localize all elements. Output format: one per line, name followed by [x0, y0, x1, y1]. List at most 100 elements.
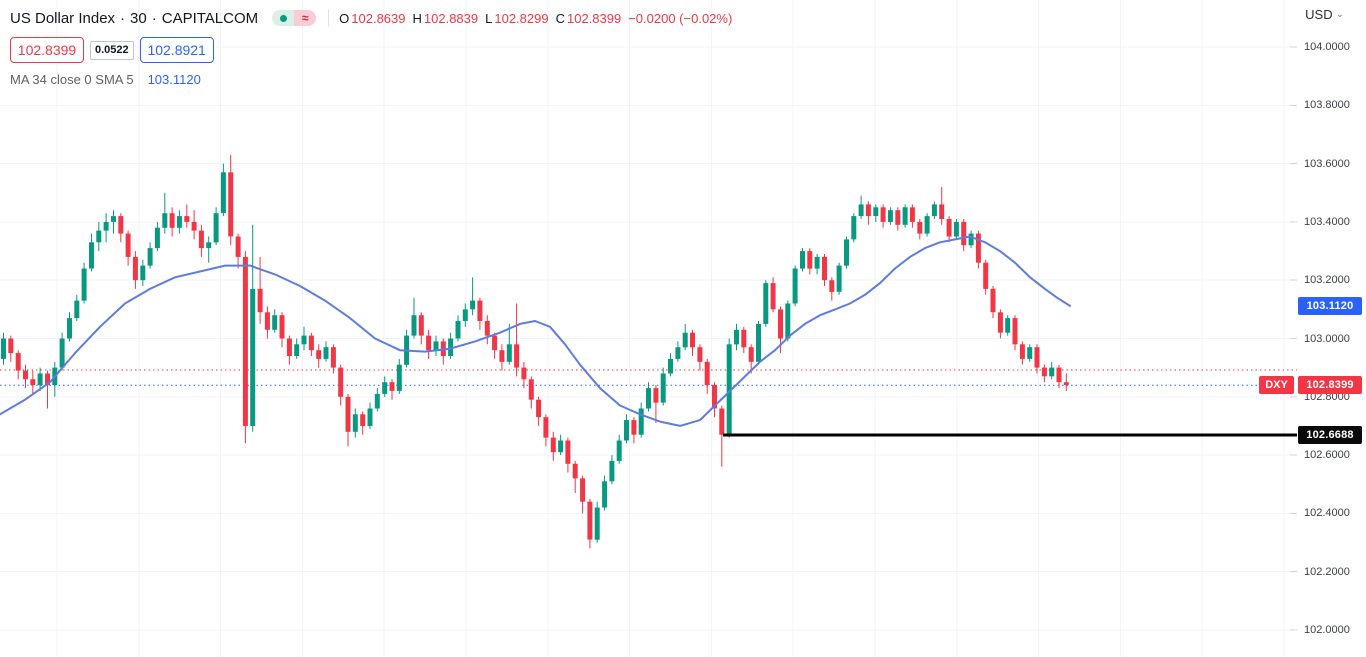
low-value: 102.8299	[494, 10, 549, 26]
candle-body	[1005, 318, 1011, 333]
price-axis-label[interactable]: 102.2000	[1304, 565, 1350, 578]
candle-body	[118, 216, 124, 234]
price-axis-label[interactable]: 103.0000	[1304, 332, 1350, 345]
candle-body	[330, 347, 336, 368]
candle-body	[822, 256, 827, 281]
price-axis-label[interactable]: 104.0000	[1304, 41, 1350, 53]
candle-body	[367, 408, 373, 426]
candle-body	[646, 388, 651, 409]
candle-body	[778, 309, 783, 339]
candle-body	[1027, 347, 1033, 359]
candle-body	[668, 358, 673, 374]
candle-body	[272, 315, 278, 330]
candle-body	[858, 204, 864, 217]
candle-body	[477, 300, 483, 321]
ohlc-values: O 102.8639 H 102.8839 L 102.8299 C 102.8399 …	[339, 10, 733, 26]
spread-value: 0.0522	[90, 40, 134, 60]
candle-body	[96, 230, 102, 243]
candle-body	[528, 379, 534, 400]
candle-body	[931, 204, 937, 217]
candle-body	[902, 207, 908, 225]
candle-body	[792, 268, 798, 304]
price-axis-label[interactable]: 103.6000	[1304, 157, 1350, 170]
candle-body	[162, 213, 168, 228]
candle-body	[521, 367, 527, 380]
candle-body	[15, 353, 21, 371]
currency-dropdown[interactable]: USD ⌄	[1305, 7, 1344, 22]
chart-canvas[interactable]	[0, 0, 1297, 657]
price-axis[interactable]: 104.0000 103.8000 103.6000 103.4000 103.2000…	[1297, 0, 1366, 657]
price-axis-label[interactable]: 102.6000	[1304, 449, 1350, 462]
candle-body	[89, 242, 94, 269]
symbol-name: US Dollar Index	[10, 9, 116, 27]
candle-body	[382, 382, 388, 394]
candle-body	[206, 242, 212, 249]
candle-body	[807, 251, 813, 269]
candle-body	[301, 335, 307, 345]
candle-body	[418, 315, 424, 336]
market-status-pill[interactable]: ≈	[272, 10, 317, 26]
candle-body	[975, 233, 981, 263]
level-price-badge: 102.6688	[1298, 426, 1362, 444]
candle-body	[242, 256, 248, 426]
candle-body	[426, 335, 432, 351]
symbol-title[interactable]: US Dollar Index · 30 · CAPITALCOM	[10, 9, 259, 27]
candle-body	[638, 408, 644, 435]
candle-body	[997, 312, 1003, 333]
candle-body	[880, 207, 886, 222]
change-value: −0.0200 (−0.02%)	[628, 10, 733, 26]
candle-body	[198, 230, 204, 249]
candle-body	[279, 315, 285, 339]
price-axis-label[interactable]: 103.2000	[1304, 274, 1350, 287]
candle-body	[968, 233, 974, 246]
candle-body	[624, 420, 629, 441]
candle-body	[191, 221, 197, 231]
buy-price-button[interactable]: 102.8921	[139, 37, 214, 63]
candle-body	[697, 347, 703, 362]
candle-body	[1049, 367, 1055, 377]
price-axis-label[interactable]: 102.0000	[1304, 624, 1350, 636]
candle-body	[448, 338, 454, 356]
candle-body	[558, 440, 564, 453]
candle-body	[59, 338, 65, 368]
candle-body	[844, 239, 849, 266]
candle-body	[103, 221, 109, 231]
candle-body	[543, 417, 549, 438]
candle-body	[712, 385, 717, 409]
price-axis-label[interactable]: 102.4000	[1304, 507, 1350, 520]
candle-body	[748, 347, 754, 362]
candle-body	[953, 221, 959, 237]
candle-body	[389, 382, 395, 391]
price-axis-label[interactable]: 103.8000	[1304, 99, 1350, 112]
candle-body	[484, 321, 490, 336]
interval-value: 30	[130, 9, 147, 27]
candle-body	[360, 414, 366, 426]
price-axis-label[interactable]: 103.4000	[1304, 215, 1350, 228]
candle-body	[616, 440, 622, 461]
candle-body	[609, 460, 615, 482]
candle-body	[1, 338, 6, 359]
chevron-down-icon: ⌄	[1335, 9, 1344, 20]
candle-body	[308, 335, 314, 351]
candle-body	[374, 393, 380, 409]
candle-body	[631, 420, 637, 435]
candle-body	[682, 332, 688, 348]
candle-body	[1063, 382, 1069, 386]
candle-body	[132, 256, 138, 281]
candle-body	[726, 344, 732, 435]
candle-body	[836, 265, 842, 292]
candle-body	[741, 329, 747, 348]
sell-price-button[interactable]: 102.8399	[10, 37, 84, 63]
candle-body	[602, 481, 608, 508]
candle-body	[851, 216, 857, 240]
candle-body	[946, 219, 952, 237]
indicator-label[interactable]: MA 34 close 0 SMA 5	[10, 72, 134, 87]
candle-body	[829, 280, 835, 292]
candle-body	[45, 373, 50, 386]
candle-body	[895, 210, 901, 225]
chart-legend: US Dollar Index · 30 · CAPITALCOM ≈ O 102.863…	[10, 6, 732, 87]
candle-body	[983, 262, 989, 289]
candle-body	[1019, 344, 1025, 359]
candle-body	[939, 204, 945, 219]
symbol-tag-badge: DXY	[1259, 376, 1294, 395]
